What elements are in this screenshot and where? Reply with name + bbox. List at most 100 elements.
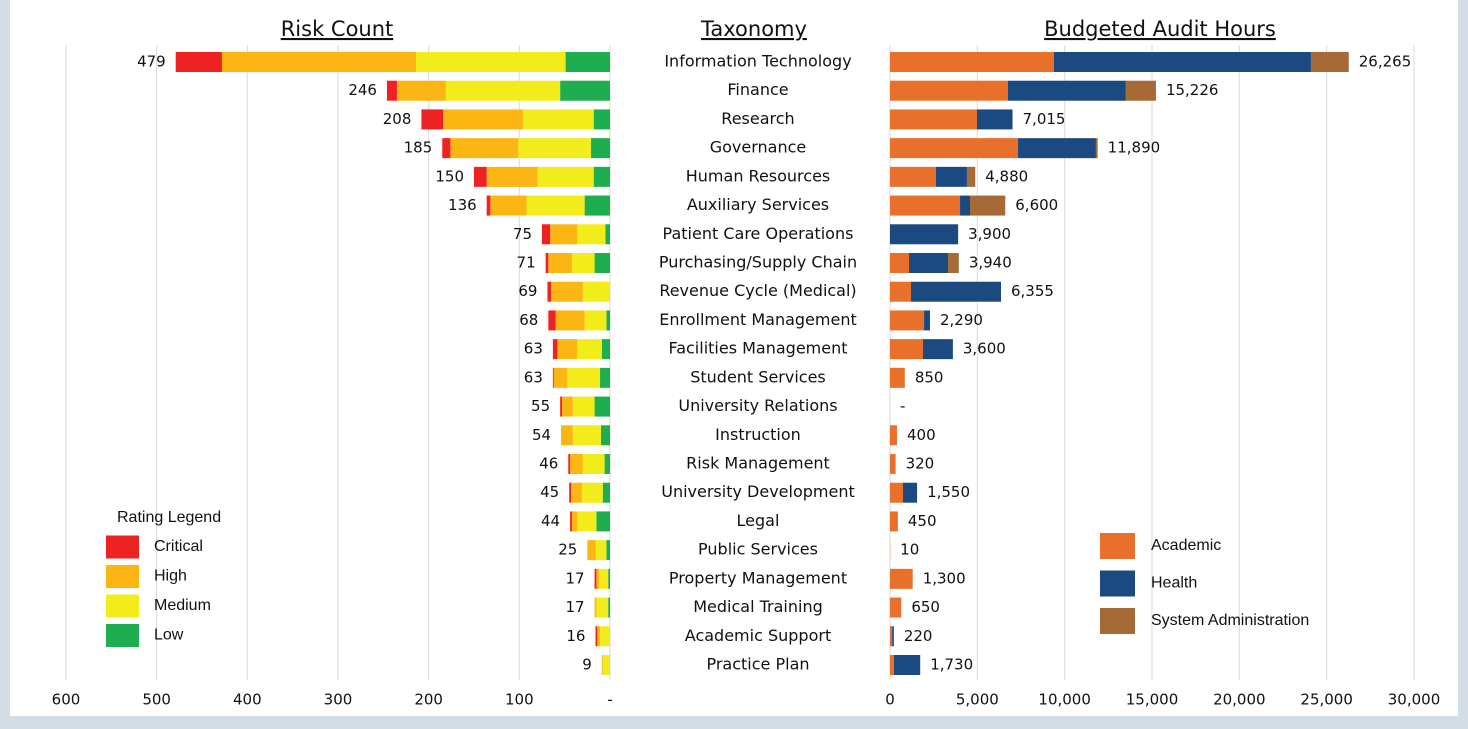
bar-segment [221, 52, 416, 72]
bar-segment [1125, 80, 1156, 101]
bar-segment [542, 224, 551, 245]
total-label: 185 [404, 139, 433, 157]
x-tick-label: 10,000 [1038, 691, 1091, 709]
total-label: 4,880 [985, 167, 1028, 185]
bar-segment [445, 80, 561, 101]
bar-segment [594, 396, 610, 417]
category-label: Facilities Management [668, 339, 847, 358]
total-label: 54 [532, 426, 551, 444]
total-label: 16 [566, 627, 585, 645]
bar-segment [552, 339, 558, 360]
total-label: 46 [539, 455, 558, 473]
bar-segment [568, 454, 571, 474]
category-label: Practice Plan [706, 655, 809, 674]
bar-segment [608, 568, 610, 589]
total-label: 7,015 [1023, 110, 1066, 128]
total-label: 208 [383, 110, 412, 128]
bar-segment [547, 281, 552, 302]
bar-segment [890, 166, 936, 187]
bar-segment [526, 195, 585, 216]
bar-segment [890, 52, 1055, 72]
bar-segment [1054, 52, 1311, 72]
x-tick-label: 500 [142, 691, 171, 709]
bar-segment [522, 109, 594, 130]
bar-segment [537, 166, 594, 187]
bar-segment [606, 310, 610, 331]
category-label: Patient Care Operations [663, 224, 854, 243]
bar-segment [584, 195, 610, 216]
bar-segment [567, 367, 601, 388]
total-label: 1,550 [927, 483, 970, 501]
bar-segment [595, 626, 598, 647]
bar-segment [572, 396, 595, 417]
category-label: University Development [661, 482, 855, 501]
bar-segment [890, 626, 893, 647]
bar-segment [442, 138, 451, 159]
category-label: Human Resources [686, 166, 831, 185]
bar-segment [548, 310, 556, 331]
bar-segment [894, 655, 921, 675]
bar-segment [602, 482, 610, 503]
legend-label: System Administration [1151, 612, 1309, 629]
category-label: Finance [727, 80, 788, 99]
bar-segment [890, 253, 910, 273]
x-tick-label: 0 [885, 691, 895, 709]
bar-segment [594, 568, 597, 589]
x-tick-label: 600 [52, 691, 81, 709]
legend-label: Medium [154, 597, 211, 614]
bar-segment [557, 339, 578, 360]
total-label: 136 [448, 196, 477, 214]
total-label: 63 [524, 368, 543, 386]
legend-swatch [106, 565, 139, 588]
bar-segment [600, 626, 610, 647]
total-label: 55 [531, 397, 550, 415]
bar-segment [582, 281, 610, 302]
bar-segment [577, 339, 602, 360]
bar-segment [596, 568, 600, 589]
total-label: 2,290 [940, 311, 983, 329]
category-label: Student Services [690, 367, 826, 386]
taxonomy-title: Taxonomy [700, 17, 807, 41]
bar-segment [560, 396, 562, 417]
bar-segment [890, 597, 902, 618]
x-tick-label: 30,000 [1388, 691, 1441, 709]
category-label: Risk Management [686, 454, 830, 473]
bar-segment [909, 253, 948, 273]
chart-title: Risk Count [281, 17, 394, 41]
total-label: - [900, 397, 905, 415]
bar-segment [890, 281, 911, 302]
bar-segment [976, 109, 1013, 130]
bar-segment [593, 166, 610, 187]
bar-segment [903, 482, 918, 503]
total-label: 45 [540, 483, 559, 501]
total-label: 3,600 [963, 340, 1006, 358]
category-label: Academic Support [685, 626, 831, 645]
bar-segment [561, 396, 573, 417]
bar-segment [593, 109, 610, 130]
total-label: 320 [906, 455, 935, 473]
bar-segment [577, 224, 606, 245]
legend-label: Critical [154, 538, 203, 555]
bar-segment [581, 482, 603, 503]
bar-segment [571, 511, 578, 532]
bar-segment [890, 224, 959, 245]
bar-segment [969, 195, 1006, 216]
total-label: 246 [348, 81, 377, 99]
bar-segment [1007, 80, 1126, 101]
total-label: 220 [904, 627, 933, 645]
bar-segment [892, 626, 894, 647]
x-tick-label: - [607, 691, 612, 709]
total-label: 1,300 [923, 569, 966, 587]
x-tick-label: 15,000 [1126, 691, 1179, 709]
bar-segment [890, 655, 895, 675]
bar-segment [890, 310, 925, 331]
bar-segment [890, 109, 977, 130]
bar-segment [923, 339, 953, 360]
x-tick-label: 25,000 [1300, 691, 1353, 709]
bar-segment [601, 655, 603, 675]
bar-segment [1095, 138, 1098, 159]
bar-segment [552, 367, 554, 388]
bar-segment [600, 367, 610, 388]
category-label: Research [721, 109, 794, 128]
category-label: Governance [710, 138, 807, 157]
